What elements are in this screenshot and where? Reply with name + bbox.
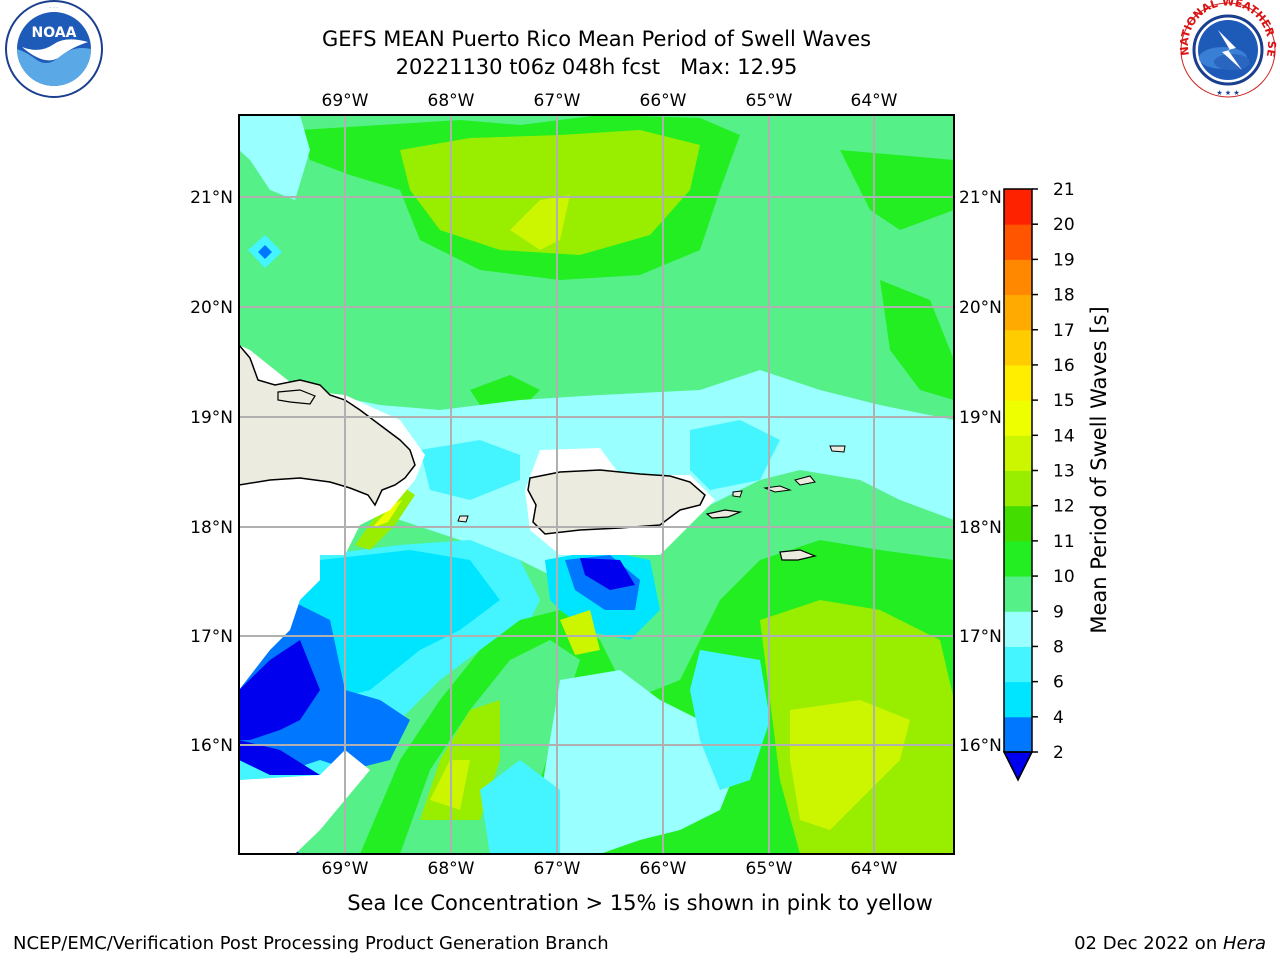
colorbar-segment: [1004, 646, 1032, 683]
colorbar-tick-label: 11: [1053, 532, 1075, 552]
colorbar-tick-label: 15: [1053, 391, 1075, 411]
colorbar-tick-label: 16: [1053, 356, 1075, 376]
colorbar-tick-label: 12: [1053, 497, 1075, 517]
colorbar-tick-label: 14: [1053, 426, 1075, 446]
colorbar-segment: [1004, 364, 1032, 401]
chart-subtitle: 20221130 t06z 048h fcst Max: 12.95: [395, 55, 798, 79]
lat-tick-left: 21°N: [190, 188, 233, 208]
colorbar-tick-label: 8: [1053, 637, 1064, 657]
lon-tick-bottom: 69°W: [322, 859, 369, 879]
lat-tick-left: 20°N: [190, 298, 233, 318]
footer-date-text: 02 Dec 2022 on: [1074, 933, 1223, 954]
graticule: [239, 115, 954, 854]
lon-tick-bottom: 68°W: [428, 859, 475, 879]
colorbar-segment: [1004, 576, 1032, 612]
lat-tick-right: 21°N: [959, 188, 1002, 208]
colorbar-tick-label: 2: [1053, 743, 1064, 763]
colorbar-tick-label: 4: [1053, 708, 1064, 728]
lat-tick-left: 19°N: [190, 408, 233, 428]
nws-logo: NATIONAL WEATHER SERVICE ★ ★ ★: [1176, 0, 1278, 98]
chart-title: GEFS MEAN Puerto Rico Mean Period of Swe…: [321, 27, 872, 51]
colorbar-tick-label: 6: [1053, 673, 1064, 693]
lat-tick-left: 18°N: [190, 518, 233, 538]
colorbar-tick-label: 10: [1053, 567, 1075, 587]
colorbar-segment: [1004, 294, 1032, 331]
colorbar-extend-min: [1002, 751, 1034, 782]
coastlines: [239, 343, 846, 561]
lat-tick-right: 17°N: [959, 627, 1002, 647]
lon-tick-bottom: 65°W: [746, 859, 793, 879]
colorbar-tick-label: 17: [1053, 321, 1075, 341]
colorbar-segment: [1004, 681, 1032, 718]
noaa-logo: NOAA · · ·: [5, 0, 103, 98]
colorbar-segment: [1004, 189, 1032, 225]
lon-tick-bottom: 64°W: [851, 859, 898, 879]
lon-tick-top: 66°W: [640, 91, 687, 111]
lat-tick-right: 19°N: [959, 408, 1002, 428]
colorbar-tick-label: 13: [1053, 462, 1075, 482]
colorbar-segment: [1004, 470, 1032, 507]
footer-date: 02 Dec 2022 on Hera: [1074, 933, 1266, 954]
colorbar-segment: [1004, 716, 1032, 753]
colorbar-tick-label: 20: [1053, 215, 1075, 235]
lon-tick-top: 68°W: [428, 91, 475, 111]
lon-tick-top: 69°W: [322, 91, 369, 111]
colorbar-segment: [1004, 400, 1032, 436]
colorbar-label: Mean Period of Swell Waves [s]: [1087, 306, 1111, 633]
colorbar-tick-label: 9: [1053, 602, 1064, 622]
lon-tick-top: 65°W: [746, 91, 793, 111]
caption: Sea Ice Concentration > 15% is shown in …: [347, 891, 933, 915]
lat-tick-left: 17°N: [190, 627, 233, 647]
lat-tick-right: 16°N: [959, 736, 1002, 756]
lon-tick-bottom: 67°W: [534, 859, 581, 879]
lat-tick-right: 18°N: [959, 518, 1002, 538]
lat-tick-right: 20°N: [959, 298, 1002, 318]
footer-host: Hera: [1222, 933, 1266, 954]
colorbar-segment: [1004, 259, 1032, 296]
lon-tick-top: 64°W: [851, 91, 898, 111]
colorbar: 21 20 19 18 17 16 15 14 13 12 11 10 9 8 6 4 2: [1002, 180, 1075, 782]
colorbar-segment: [1004, 224, 1032, 260]
svg-text:★ ★ ★: ★ ★ ★: [1216, 89, 1239, 97]
svg-text:· · ·: · · ·: [50, 5, 58, 11]
colorbar-tick-label: 19: [1053, 250, 1075, 270]
noaa-logo-text: NOAA: [32, 25, 77, 41]
lon-tick-top: 67°W: [534, 91, 581, 111]
colorbar-tick-label: 18: [1053, 286, 1075, 306]
colorbar-segment: [1004, 540, 1032, 577]
colorbar-segment: [1004, 611, 1032, 647]
lon-tick-bottom: 66°W: [640, 859, 687, 879]
swell-period-field: [239, 115, 954, 854]
colorbar-segment: [1004, 505, 1032, 542]
colorbar-segment: [1004, 329, 1032, 366]
colorbar-segment: [1004, 435, 1032, 471]
colorbar-tick-label: 21: [1053, 180, 1075, 200]
lat-tick-left: 16°N: [190, 736, 233, 756]
map-frame: [238, 114, 955, 855]
footer-credit: NCEP/EMC/Verification Post Processing Pr…: [13, 933, 609, 954]
